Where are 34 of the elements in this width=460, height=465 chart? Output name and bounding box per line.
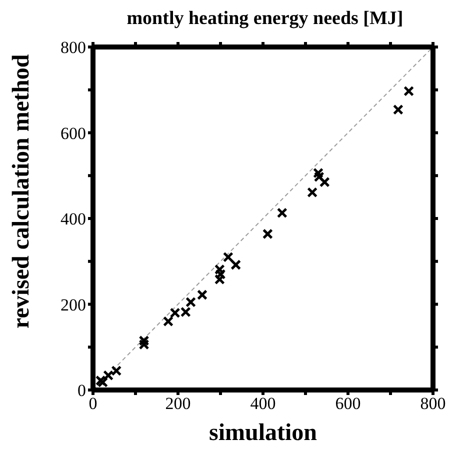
point (319, 176, 330, 188)
point (95, 375, 106, 386)
point (262, 228, 273, 240)
y-tick-label: 200 (60, 295, 86, 314)
y-tick-label: 0 (78, 381, 86, 400)
point (307, 187, 318, 198)
point (392, 104, 404, 115)
x-tick-label: 800 (420, 394, 446, 414)
point (222, 252, 234, 262)
y-tick-label: 400 (60, 210, 86, 229)
chart-title: montly heating energy needs [MJ] (126, 8, 404, 30)
point (215, 268, 226, 280)
y-tick-label: 800 (60, 38, 86, 58)
point (162, 316, 174, 327)
x-tick-label: 400 (250, 394, 276, 414)
point (103, 370, 114, 381)
point (186, 296, 196, 308)
point (214, 274, 225, 285)
point (404, 86, 414, 96)
x-tick-label: 600 (335, 394, 361, 414)
y-tick-label: 600 (60, 124, 86, 143)
point (214, 264, 225, 275)
point (196, 290, 208, 300)
point (276, 208, 288, 218)
point (313, 168, 324, 178)
x-tick-label: 200 (165, 394, 191, 414)
point (230, 260, 242, 270)
point (314, 172, 324, 182)
y-axis-title: revised calculation method (8, 54, 35, 328)
point (98, 377, 108, 388)
point (111, 365, 122, 376)
point (138, 339, 150, 350)
point (138, 335, 150, 346)
x-axis-title: simulation (208, 420, 318, 446)
